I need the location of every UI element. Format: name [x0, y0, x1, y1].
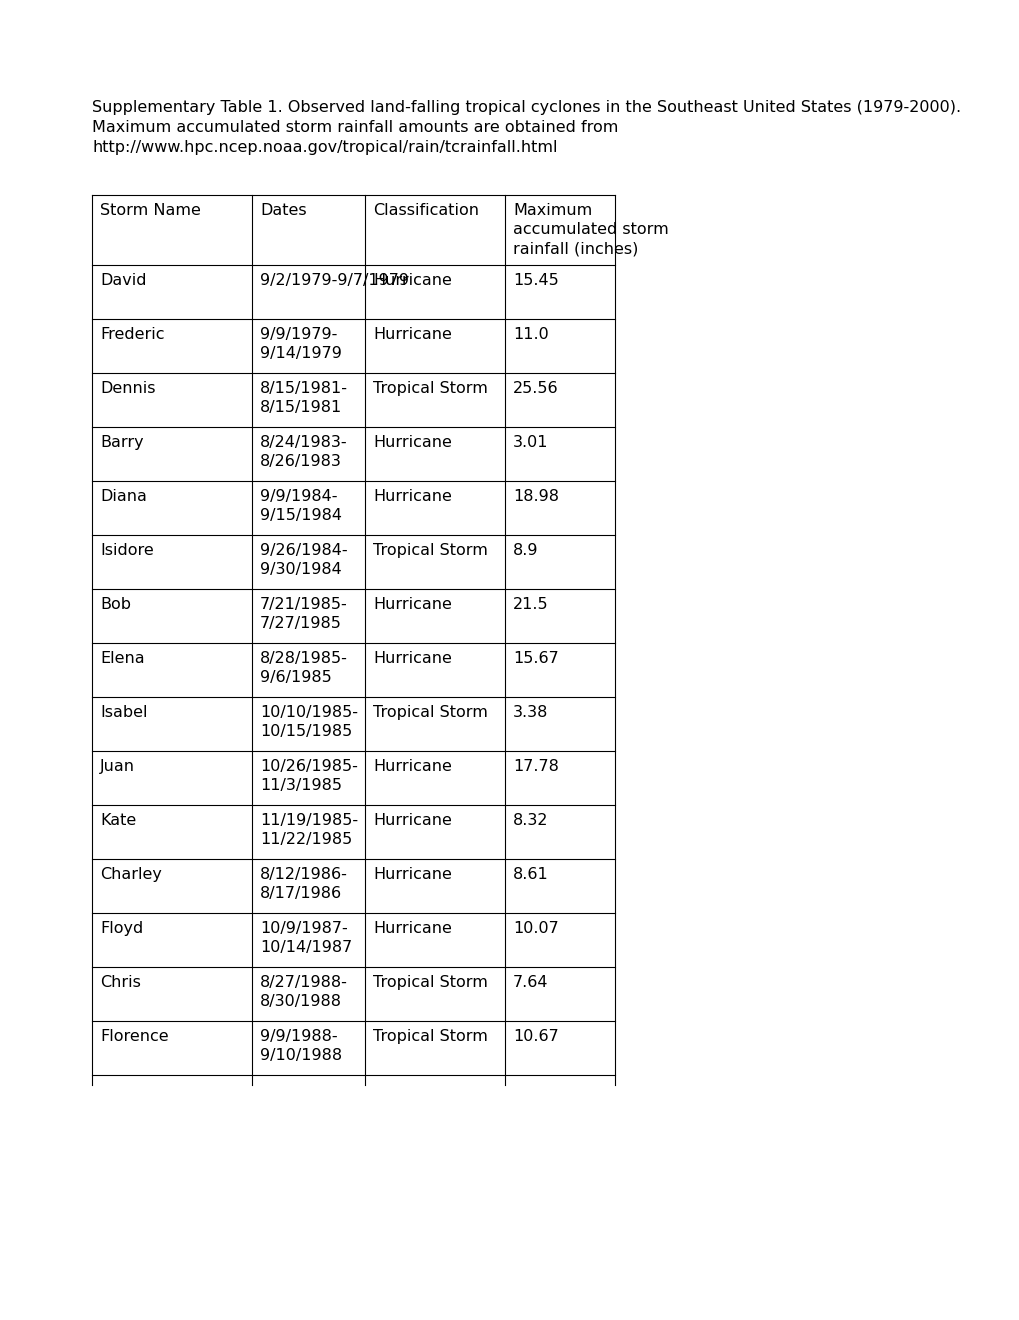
Text: 7.64: 7.64	[513, 975, 548, 990]
Text: Classification: Classification	[373, 203, 479, 218]
Text: Dennis: Dennis	[100, 381, 155, 396]
Text: Tropical Storm: Tropical Storm	[373, 543, 487, 558]
Text: 15.45: 15.45	[513, 273, 558, 288]
Text: 3.01: 3.01	[513, 436, 548, 450]
Text: 8.32: 8.32	[513, 813, 548, 828]
Text: 25.56: 25.56	[513, 381, 558, 396]
Text: Maximum accumulated storm rainfall amounts are obtained from: Maximum accumulated storm rainfall amoun…	[92, 120, 618, 135]
Text: 10/10/1985-
10/15/1985: 10/10/1985- 10/15/1985	[260, 705, 358, 739]
Text: Hurricane: Hurricane	[373, 867, 451, 882]
Text: 10.07: 10.07	[513, 921, 558, 936]
Text: Floyd: Floyd	[100, 921, 143, 936]
Text: 15.67: 15.67	[513, 651, 558, 667]
Text: Hurricane: Hurricane	[373, 273, 451, 288]
Text: Isidore: Isidore	[100, 543, 154, 558]
Text: 8.61: 8.61	[513, 867, 548, 882]
Text: 9/9/1979-
9/14/1979: 9/9/1979- 9/14/1979	[260, 327, 341, 362]
Text: 9/26/1984-
9/30/1984: 9/26/1984- 9/30/1984	[260, 543, 347, 577]
Text: 18.98: 18.98	[513, 488, 558, 504]
Text: 11.0: 11.0	[513, 327, 548, 342]
Text: 10/9/1987-
10/14/1987: 10/9/1987- 10/14/1987	[260, 921, 352, 956]
Text: 11/19/1985-
11/22/1985: 11/19/1985- 11/22/1985	[260, 813, 358, 847]
Text: Kate: Kate	[100, 813, 137, 828]
Text: Bob: Bob	[100, 597, 130, 612]
Text: 8/12/1986-
8/17/1986: 8/12/1986- 8/17/1986	[260, 867, 347, 902]
Text: Maximum
accumulated storm
rainfall (inches): Maximum accumulated storm rainfall (inch…	[513, 203, 668, 256]
Text: Barry: Barry	[100, 436, 144, 450]
Text: 8/28/1985-
9/6/1985: 8/28/1985- 9/6/1985	[260, 651, 347, 685]
Text: Hurricane: Hurricane	[373, 651, 451, 667]
Text: 8.9: 8.9	[513, 543, 538, 558]
Text: Juan: Juan	[100, 759, 135, 774]
Text: 21.5: 21.5	[513, 597, 548, 612]
Text: Hurricane: Hurricane	[373, 436, 451, 450]
Text: Tropical Storm: Tropical Storm	[373, 705, 487, 719]
Text: Charley: Charley	[100, 867, 162, 882]
Text: 10/26/1985-
11/3/1985: 10/26/1985- 11/3/1985	[260, 759, 358, 793]
Text: Supplementary Table 1. Observed land-falling tropical cyclones in the Southeast : Supplementary Table 1. Observed land-fal…	[92, 100, 960, 115]
Text: 8/27/1988-
8/30/1988: 8/27/1988- 8/30/1988	[260, 975, 347, 1010]
Text: Isabel: Isabel	[100, 705, 148, 719]
Text: Hurricane: Hurricane	[373, 759, 451, 774]
Text: 9/9/1988-
9/10/1988: 9/9/1988- 9/10/1988	[260, 1030, 341, 1063]
Text: Hurricane: Hurricane	[373, 813, 451, 828]
Text: 9/9/1984-
9/15/1984: 9/9/1984- 9/15/1984	[260, 488, 341, 523]
Text: Florence: Florence	[100, 1030, 168, 1044]
Text: Hurricane: Hurricane	[373, 327, 451, 342]
Text: 9/2/1979-9/7/1979: 9/2/1979-9/7/1979	[260, 273, 409, 288]
Text: Tropical Storm: Tropical Storm	[373, 1030, 487, 1044]
Text: Diana: Diana	[100, 488, 147, 504]
Text: Elena: Elena	[100, 651, 145, 667]
Text: http://www.hpc.ncep.noaa.gov/tropical/rain/tcrainfall.html: http://www.hpc.ncep.noaa.gov/tropical/ra…	[92, 140, 557, 154]
Text: 3.38: 3.38	[513, 705, 548, 719]
Text: 10.67: 10.67	[513, 1030, 558, 1044]
Text: Hurricane: Hurricane	[373, 597, 451, 612]
Text: Storm Name: Storm Name	[100, 203, 201, 218]
Text: David: David	[100, 273, 147, 288]
Text: 8/15/1981-
8/15/1981: 8/15/1981- 8/15/1981	[260, 381, 347, 416]
Text: Tropical Storm: Tropical Storm	[373, 975, 487, 990]
Text: Chris: Chris	[100, 975, 141, 990]
Text: Hurricane: Hurricane	[373, 488, 451, 504]
Text: Tropical Storm: Tropical Storm	[373, 381, 487, 396]
Text: 17.78: 17.78	[513, 759, 558, 774]
Text: Dates: Dates	[260, 203, 307, 218]
Text: Frederic: Frederic	[100, 327, 164, 342]
Text: 8/24/1983-
8/26/1983: 8/24/1983- 8/26/1983	[260, 436, 347, 469]
Text: 7/21/1985-
7/27/1985: 7/21/1985- 7/27/1985	[260, 597, 347, 631]
Text: Hurricane: Hurricane	[373, 921, 451, 936]
